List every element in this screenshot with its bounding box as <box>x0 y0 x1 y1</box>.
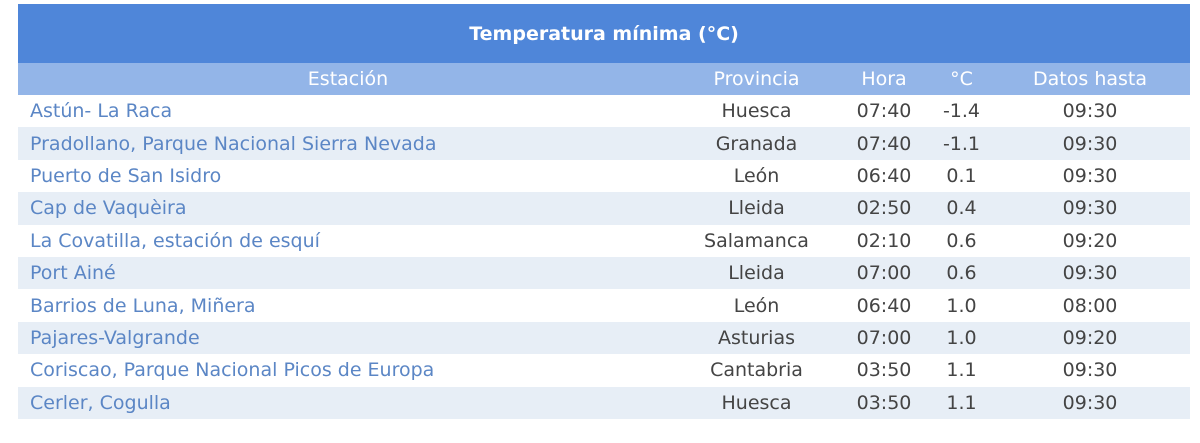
cell: 09:30 <box>990 127 1191 160</box>
table-title: Temperatura mínima (°C) <box>18 4 1191 63</box>
table-row: Cerler, Cogulla Huesca 03:50 1.1 09:30 <box>18 386 1191 419</box>
cell: 09:20 <box>990 321 1191 355</box>
cell: -1.4 <box>942 100 981 123</box>
cell: Asturias <box>678 321 835 355</box>
cell: 1.1 <box>933 386 990 419</box>
station-cell: Barrios de Luna, Miñera <box>30 294 256 317</box>
station-cell: Pradollano, Parque Nacional Sierra Nevad… <box>18 127 678 160</box>
table-row: Port Ainé Lleida 07:00 0.6 09:30 <box>18 256 1191 290</box>
table-row: Puerto de San Isidro León 06:40 0.1 09:30 <box>18 160 1190 192</box>
cell: 0.6 <box>933 256 990 290</box>
table-row: Cap de Vaquèira Lleida 02:50 0.4 09:30 <box>18 192 1191 225</box>
station-cell: Pajares-Valgrande <box>18 321 678 355</box>
cell: 07:40 <box>835 127 933 160</box>
cell: Huesca <box>721 100 792 123</box>
table-container: Temperatura mínima (°C) Estación Provinci… <box>18 4 1191 419</box>
cell: 09:30 <box>1062 359 1118 382</box>
station-cell: Cerler, Cogulla <box>18 386 678 419</box>
cell: 0.4 <box>933 192 990 225</box>
cell: 07:00 <box>835 321 933 355</box>
column-header: °C <box>933 63 990 95</box>
station-cell: Puerto de San Isidro <box>30 164 222 187</box>
station-cell: Coriscao, Parque Nacional Picos de Europ… <box>30 359 435 382</box>
cell: Lleida <box>678 192 835 225</box>
cell: León <box>733 294 780 317</box>
station-cell: Astún- La Raca <box>30 100 173 123</box>
cell: 09:30 <box>990 386 1191 419</box>
column-header: Estación <box>18 63 678 95</box>
table-row: Coriscao, Parque Nacional Picos de Europ… <box>18 354 1190 386</box>
column-header: Hora <box>835 63 933 95</box>
cell: 07:40 <box>856 100 912 123</box>
header-row: Estación Provincia Hora °C Datos hasta <box>18 63 1191 95</box>
station-cell: La Covatilla, estación de esquí <box>30 229 320 252</box>
cell: 03:50 <box>835 386 933 419</box>
table-body: Astún- La Raca Huesca 07:40 -1.4 09:30 Pradol… <box>18 95 1191 419</box>
cell: 09:30 <box>1062 100 1118 123</box>
table-row: Pradollano, Parque Nacional Sierra Nevad… <box>18 127 1191 160</box>
cell: 02:50 <box>835 192 933 225</box>
cell: 1.0 <box>946 294 977 317</box>
cell: Lleida <box>678 256 835 290</box>
cell: 09:20 <box>1062 229 1118 252</box>
column-header: Datos hasta <box>990 63 1191 95</box>
cell: Huesca <box>678 386 835 419</box>
cell: Granada <box>678 127 835 160</box>
cell: 06:40 <box>856 164 912 187</box>
cell: 07:00 <box>835 256 933 290</box>
table-row: La Covatilla, estación de esquí Salamanca… <box>18 225 1190 257</box>
cell: León <box>733 164 780 187</box>
cell: -1.1 <box>933 127 990 160</box>
cell: 1.0 <box>933 321 990 355</box>
cell: 06:40 <box>856 294 912 317</box>
cell: 09:30 <box>990 256 1191 290</box>
cell: 0.6 <box>946 229 977 252</box>
table-row: Pajares-Valgrande Asturias 07:00 1.0 09:20 <box>18 321 1191 355</box>
table-row: Barrios de Luna, Miñera León 06:40 1.0 08:00 <box>18 289 1190 321</box>
cell: 08:00 <box>1062 294 1118 317</box>
cell: 1.1 <box>946 359 977 382</box>
cell: Salamanca <box>704 229 809 252</box>
cell: 09:30 <box>1062 164 1118 187</box>
cell: 03:50 <box>856 359 912 382</box>
table-row: Astún- La Raca Huesca 07:40 -1.4 09:30 <box>18 95 1190 127</box>
cell: 09:30 <box>990 192 1191 225</box>
station-cell: Port Ainé <box>18 256 678 290</box>
station-cell: Cap de Vaquèira <box>18 192 678 225</box>
cell: 0.1 <box>946 164 977 187</box>
cell: 02:10 <box>856 229 912 252</box>
temperature-table: Temperatura mínima (°C) Estación Provinci… <box>18 4 1191 419</box>
column-header: Provincia <box>678 63 835 95</box>
cell: Cantabria <box>710 359 803 382</box>
